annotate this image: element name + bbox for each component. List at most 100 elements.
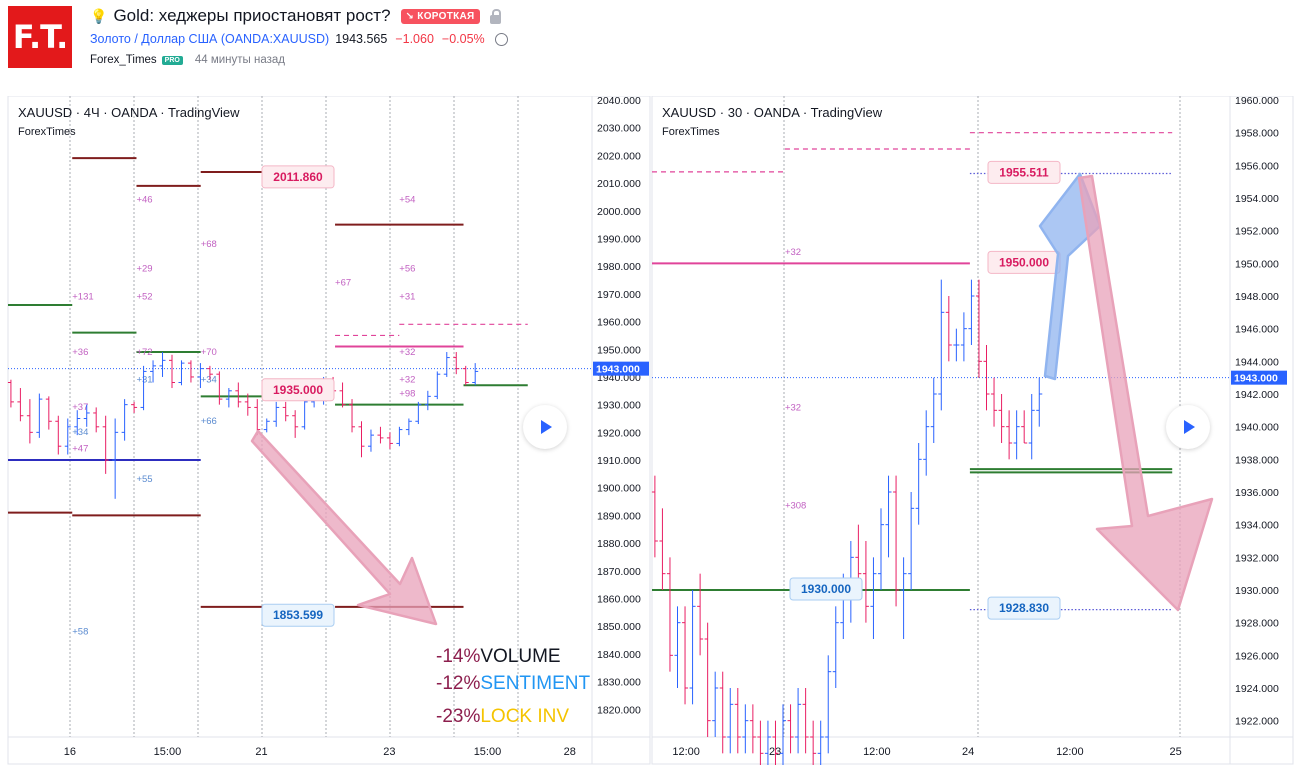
price-callout-label: 1853.599 (273, 608, 323, 622)
current-price-tag (593, 361, 649, 376)
stat-sentiment-label: SENTIMENT (480, 673, 591, 694)
right-chart-subtitle: ForexTimes (662, 126, 720, 138)
y-tick-label: 1950.000 (1235, 258, 1279, 270)
y-tick-label: 1880.000 (597, 538, 641, 550)
y-tick-label: 1840.000 (597, 649, 641, 661)
price-callout-box (987, 596, 1061, 620)
y-tick-label: 1938.000 (1235, 454, 1279, 466)
volume-annotation: +34 (201, 374, 217, 385)
idea-title: Gold: хеджеры приостановят рост? (113, 6, 391, 25)
author-name[interactable]: Forex_Times (90, 54, 157, 66)
price-callout-label: 1928.830 (999, 601, 1049, 615)
price-callout-box (789, 577, 863, 601)
y-tick-label: 1952.000 (1235, 226, 1279, 238)
y-tick-label: 1954.000 (1235, 193, 1279, 205)
y-tick-label: 1946.000 (1235, 324, 1279, 336)
x-tick-label: 15:00 (474, 746, 502, 758)
y-tick-label: 1928.000 (1235, 618, 1279, 630)
alarm-clock-icon[interactable] (494, 32, 508, 46)
y-tick-label: 1942.000 (1235, 389, 1279, 401)
y-tick-label: 1934.000 (1235, 520, 1279, 532)
volume-annotation: +37 (72, 402, 88, 413)
symbol-price: 1943.565 (335, 32, 388, 46)
symbol-line: Золото / Доллар США (OANDA:XAUUSD) 1943.… (90, 32, 508, 46)
symbol-link[interactable]: Золото / Доллар США (OANDA:XAUUSD) (90, 32, 330, 46)
volume-annotation: +70 (201, 347, 217, 358)
volume-annotation: +68 (201, 239, 217, 250)
left-play-button[interactable] (523, 405, 567, 449)
y-tick-label: 1920.000 (597, 427, 641, 439)
y-tick-label: 1924.000 (1235, 683, 1279, 695)
x-tick-label: 28 (564, 746, 576, 758)
y-tick-label: 1956.000 (1235, 160, 1279, 172)
y-tick-label: 1900.000 (597, 483, 641, 495)
y-tick-label: 1850.000 (597, 621, 641, 633)
play-icon (1184, 420, 1195, 434)
volume-annotation: +31 (136, 374, 152, 385)
y-tick-label: 1970.000 (597, 289, 641, 301)
y-tick-label: 1870.000 (597, 566, 641, 578)
y-tick-label: 1990.000 (597, 233, 641, 245)
x-tick-label: 21 (255, 746, 267, 758)
volume-annotation: +36 (72, 347, 88, 358)
stat-lock-pct: -23% (436, 706, 481, 727)
y-tick-label: 1944.000 (1235, 356, 1279, 368)
x-tick-label: 25 (1170, 746, 1182, 758)
lightbulb-icon: 💡 (90, 7, 108, 24)
y-tick-label: 1820.000 (597, 704, 641, 716)
volume-annotation: +308 (785, 500, 806, 511)
x-tick-label: 23 (383, 746, 395, 758)
y-tick-label: 1980.000 (597, 261, 641, 273)
volume-annotation: +32 (399, 347, 415, 358)
volume-annotation: +32 (399, 374, 415, 385)
stat-lock-inv: -23%LOCK INV (436, 706, 569, 728)
y-tick-label: 1958.000 (1235, 128, 1279, 140)
y-tick-label: 1936.000 (1235, 487, 1279, 499)
y-tick-label: 1932.000 (1235, 552, 1279, 564)
y-tick-label: 1930.000 (597, 400, 641, 412)
current-price-tag (1231, 370, 1287, 385)
y-tick-label: 1950.000 (597, 344, 641, 356)
symbol-change: −1.060 (395, 32, 434, 46)
price-callout-label: 1955.511 (999, 165, 1049, 179)
short-badge: ↘ КОРОТКАЯ (400, 8, 480, 24)
volume-annotation: +52 (136, 291, 152, 302)
idea-header: F.T. 💡 Gold: хеджеры приостановят рост? … (0, 0, 1299, 90)
pro-badge: PRO (161, 55, 183, 65)
y-tick-label: 1922.000 (1235, 716, 1279, 728)
stat-sentiment: -12%SENTIMENT (436, 673, 590, 695)
stat-volume: -14%VOLUME (436, 646, 561, 668)
stat-lock-label: LOCK INV (480, 706, 570, 727)
bear-arrow-right (1077, 174, 1214, 612)
y-tick-label: 1860.000 (597, 594, 641, 606)
charts-svg: 2040.000 2030.000 2020.000 2010.000 2000.000… (7, 95, 1294, 770)
y-tick-label: 1948.000 (1235, 291, 1279, 303)
volume-annotation: +66 (201, 416, 217, 427)
play-icon (541, 420, 552, 434)
price-callout-label: 1950.000 (999, 255, 1049, 269)
symbol-change-pct: −0.05% (441, 32, 485, 46)
volume-annotation: +34 (72, 427, 88, 438)
publish-time: 44 минуты назад (194, 54, 285, 66)
price-callout-box (261, 378, 335, 402)
y-tick-label: 1960.000 (597, 317, 641, 329)
volume-annotation: +58 (72, 627, 88, 638)
price-callout-box (261, 603, 335, 627)
x-tick-label: 24 (962, 746, 974, 758)
y-tick-label: 2040.000 (597, 96, 641, 107)
y-tick-label: 2020.000 (597, 150, 641, 162)
y-tick-label: 2030.000 (597, 123, 641, 135)
y-tick-label: 1940.000 (1235, 422, 1279, 434)
volume-annotation: +31 (399, 291, 415, 302)
volume-annotation: +54 (399, 194, 415, 205)
brand-logo[interactable]: F.T. (8, 6, 72, 68)
x-tick-label: 12:00 (672, 746, 700, 758)
x-tick-label: 12:00 (1056, 746, 1084, 758)
current-price-value: 1943.000 (1234, 373, 1278, 385)
y-tick-label: 1830.000 (597, 677, 641, 689)
left-chart-subtitle: ForexTimes (18, 126, 76, 138)
right-play-button[interactable] (1166, 405, 1210, 449)
idea-title-row: 💡 Gold: хеджеры приостановят рост? ↘ КОР… (90, 6, 501, 26)
y-tick-label: 2000.000 (597, 206, 641, 218)
right-chart-title: XAUUSD · 30 · OANDA · TradingView (662, 105, 883, 120)
